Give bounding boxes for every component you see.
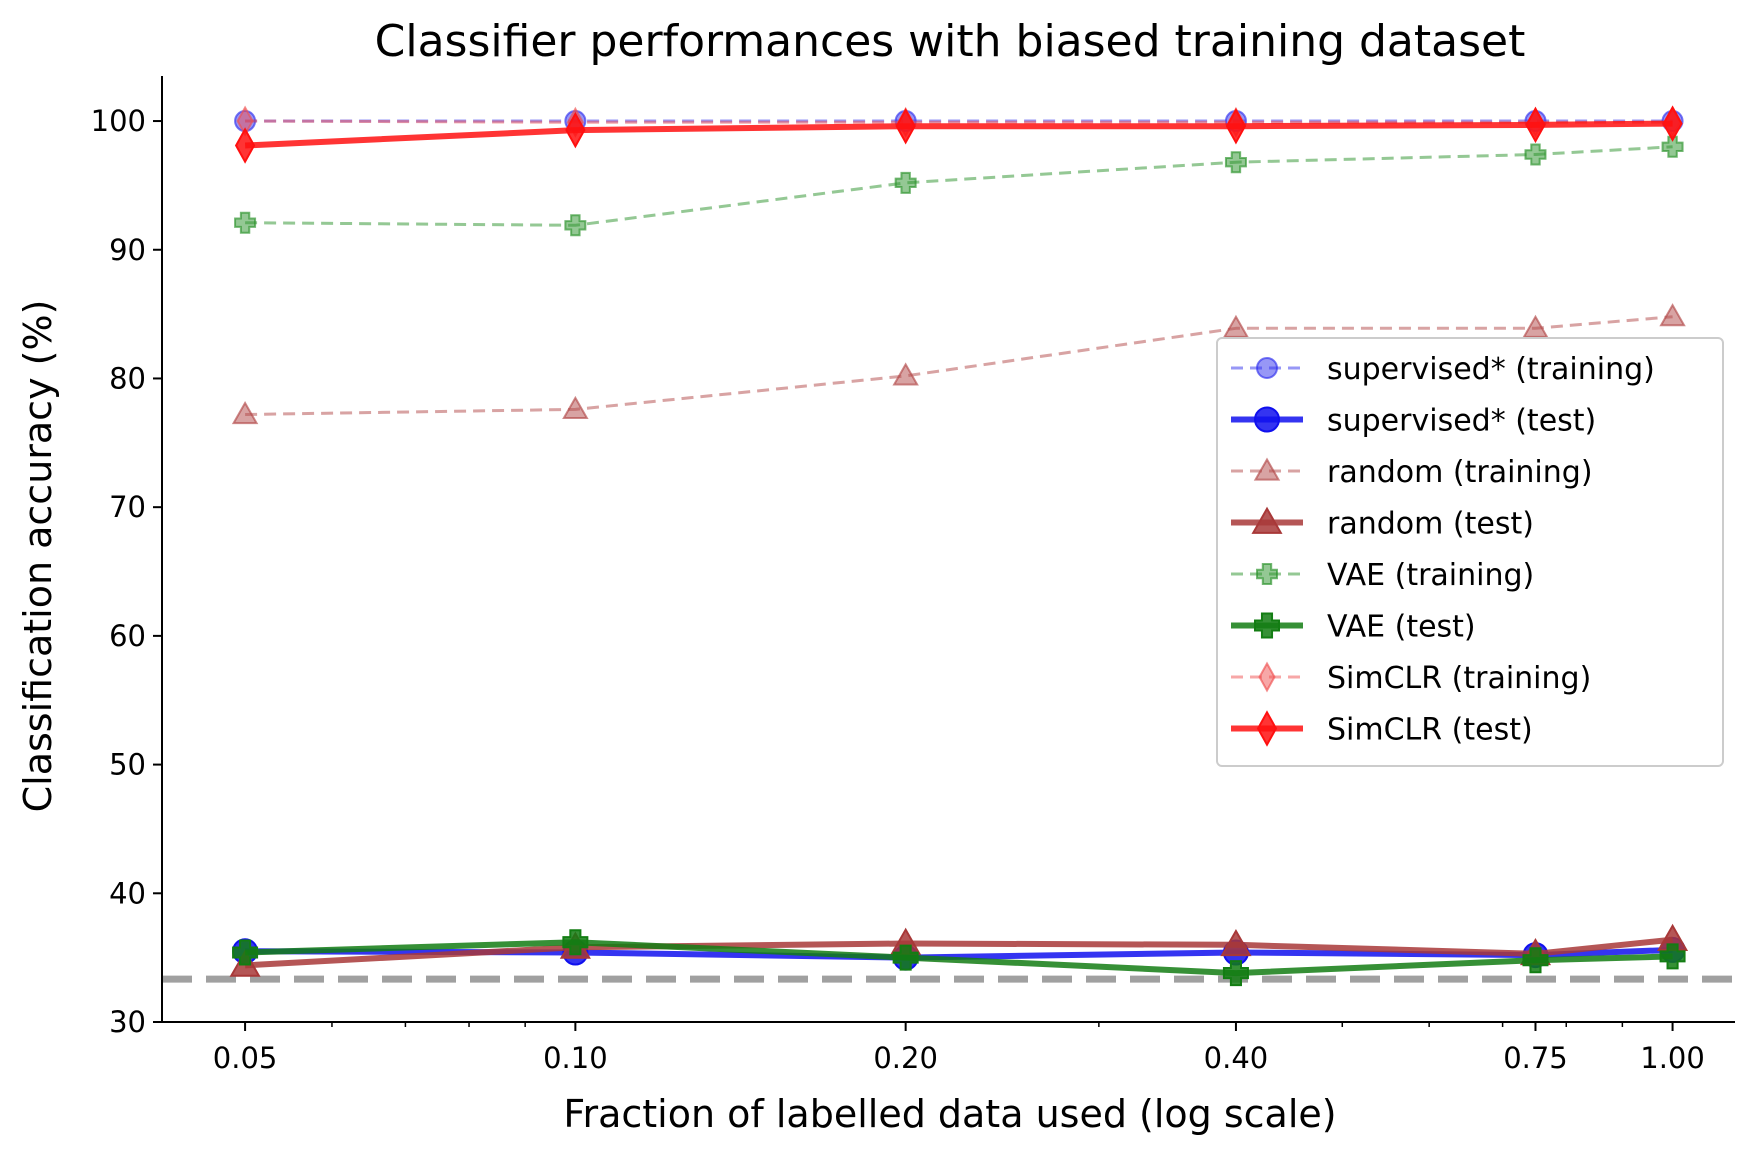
legend-entry-1: supervised* (test) — [1231, 404, 1596, 439]
data-point — [1659, 943, 1686, 970]
data-point — [1225, 107, 1247, 145]
x-tick-label: 0.75 — [1503, 1041, 1568, 1075]
x-tick-label: 0.40 — [1204, 1041, 1269, 1075]
legend-label: VAE (training) — [1327, 558, 1534, 593]
data-point — [895, 107, 916, 145]
legend-label: supervised* (training) — [1327, 352, 1655, 387]
legend-entry-7: SimCLR (test) — [1231, 710, 1533, 748]
legend-label: VAE (test) — [1327, 610, 1476, 645]
y-tick-label: 100 — [91, 104, 146, 138]
series-line — [245, 939, 1673, 977]
data-point — [231, 400, 259, 425]
legend-swatch-marker — [1251, 506, 1283, 534]
legend-label: random (training) — [1327, 455, 1593, 490]
legend-entry-0: supervised* (training) — [1231, 352, 1655, 387]
legend-swatch-marker — [1253, 457, 1281, 481]
x-tick-label: 0.10 — [543, 1041, 608, 1075]
y-axis-label: Classification accuracy (%) — [16, 300, 60, 813]
data-point — [1220, 928, 1252, 957]
legend-label: random (test) — [1327, 507, 1534, 542]
data-point — [892, 362, 919, 386]
data-point — [562, 929, 589, 956]
legend-entry-3: random (test) — [1231, 507, 1534, 542]
legend-label: supervised* (test) — [1327, 404, 1596, 439]
data-point — [1522, 947, 1549, 974]
data-point — [1525, 106, 1546, 144]
data-point — [1662, 105, 1683, 142]
data-point — [564, 214, 587, 237]
data-point — [1661, 135, 1684, 158]
data-point — [1522, 314, 1549, 338]
axes: 30 40 50 60 70 80 90 100 0.05 0.10 0.20 0.40 0.75 1.0… — [91, 76, 1735, 1075]
y-tick-label: 30 — [109, 1005, 146, 1039]
data-point — [892, 944, 919, 971]
legend-label: SimCLR (training) — [1327, 661, 1591, 696]
series-6 — [236, 105, 1682, 138]
legend-entry-6: SimCLR (training) — [1231, 661, 1591, 696]
data-point — [1222, 314, 1250, 338]
data-point — [1224, 151, 1247, 174]
plot-area — [162, 105, 1735, 987]
y-tick-label: 40 — [109, 876, 146, 910]
legend-swatch-marker — [1254, 612, 1280, 639]
y-tick-label: 80 — [109, 361, 146, 395]
series-2 — [231, 303, 1686, 425]
series-line — [245, 315, 1673, 416]
series-line — [244, 120, 1673, 149]
series-line — [244, 936, 1673, 969]
legend-swatch-marker — [1254, 406, 1280, 433]
chart-title: Classifier performances with biased trai… — [375, 16, 1526, 67]
data-point — [234, 211, 257, 234]
legend-swatch-marker — [1256, 563, 1278, 585]
legend-swatch-marker — [1256, 710, 1278, 747]
data-point — [234, 127, 256, 164]
legend-entry-2: random (training) — [1231, 455, 1593, 490]
data-point — [1659, 303, 1686, 327]
y-tick-label: 90 — [109, 233, 146, 267]
data-point — [562, 395, 589, 419]
series-7 — [234, 105, 1683, 164]
y-tick-label: 50 — [109, 748, 146, 782]
data-point — [1524, 143, 1547, 166]
data-point — [894, 171, 917, 194]
data-point — [565, 111, 586, 149]
legend: supervised* (training) supervised* (test)… — [1216, 337, 1724, 767]
y-tick-label: 60 — [109, 619, 146, 653]
y-tick-label: 70 — [109, 490, 146, 524]
legend-entry-4: VAE (training) — [1231, 558, 1534, 593]
x-tick-label: 0.05 — [213, 1041, 278, 1075]
legend-box — [1216, 337, 1724, 767]
series-4 — [234, 135, 1684, 237]
data-point — [1222, 960, 1249, 987]
x-tick-label: 0.20 — [873, 1041, 938, 1075]
data-point — [232, 939, 259, 966]
legend-swatch-marker — [1258, 661, 1276, 693]
legend-swatch-marker — [1256, 357, 1278, 379]
legend-entry-5: VAE (test) — [1231, 610, 1476, 645]
series-line — [245, 145, 1673, 227]
legend-label: SimCLR (test) — [1327, 713, 1533, 748]
x-tick-label: 1.00 — [1640, 1041, 1705, 1075]
x-axis-label: Fraction of labelled data used (log scal… — [563, 1092, 1336, 1136]
series-5 — [232, 929, 1686, 987]
series-line — [245, 119, 1673, 124]
